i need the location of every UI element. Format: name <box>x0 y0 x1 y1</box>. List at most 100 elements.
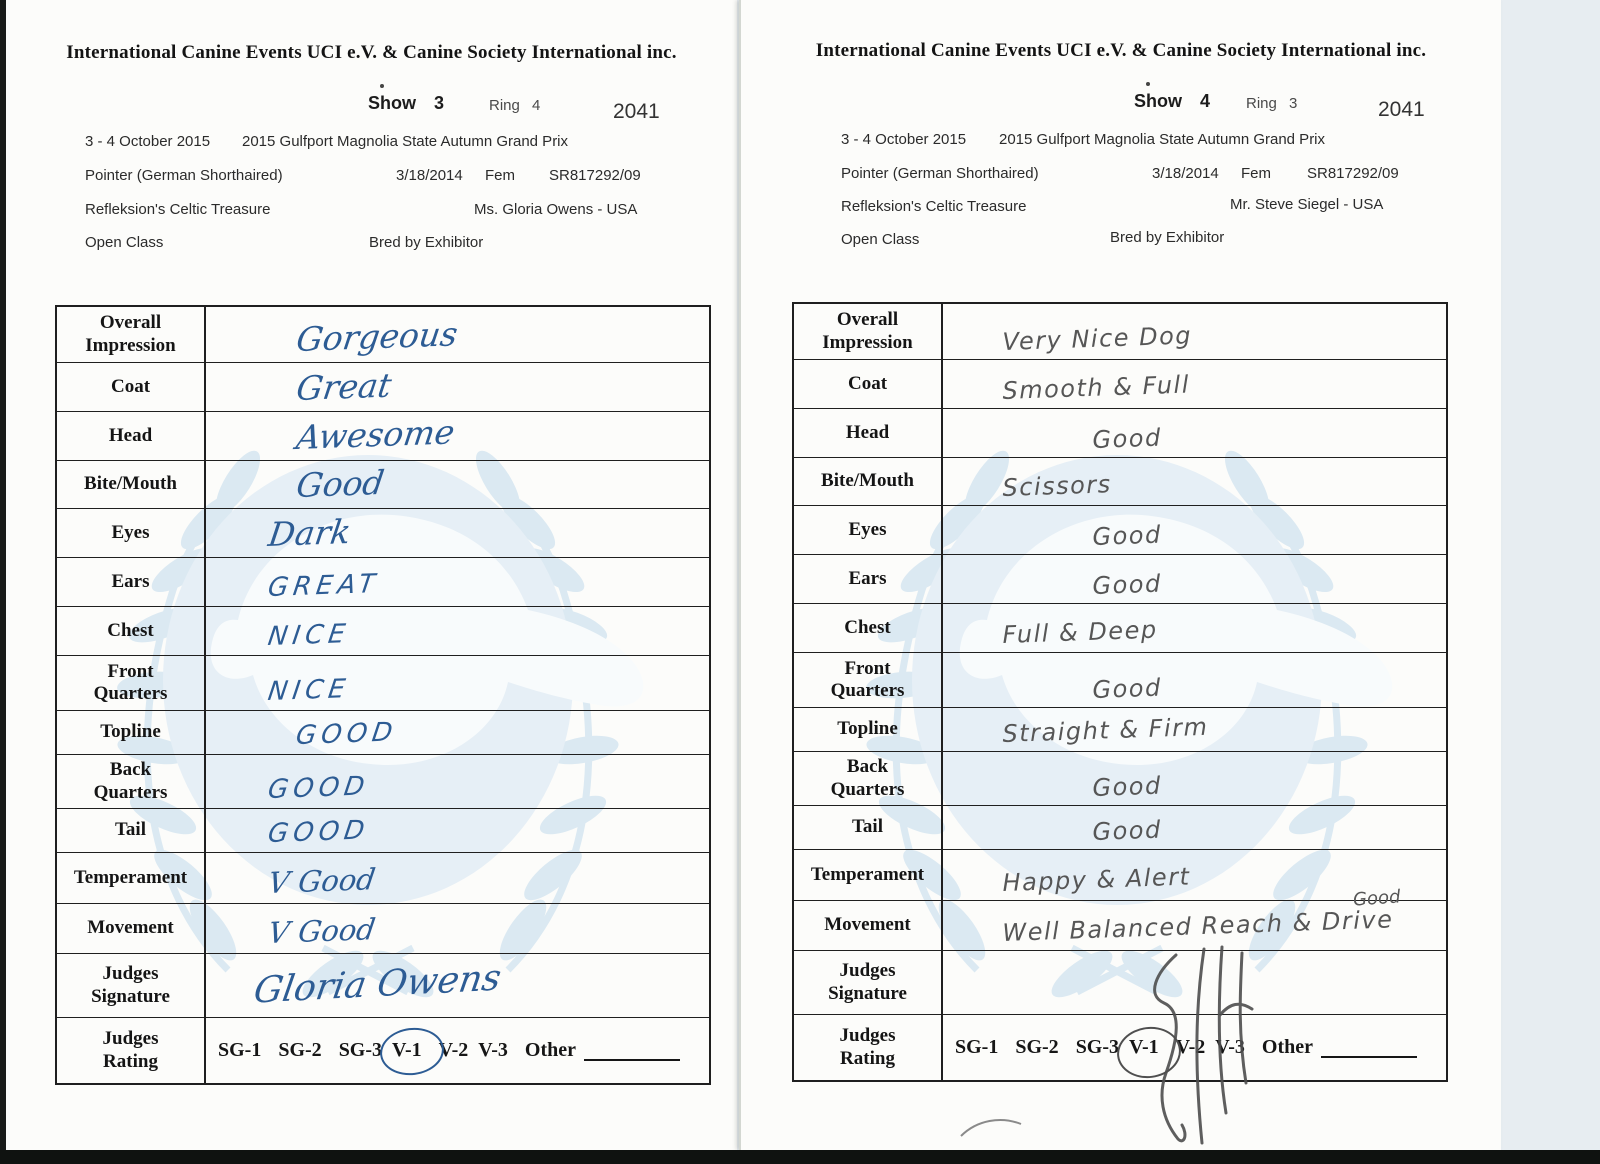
row-value-note-handwritten: Good <box>1351 886 1401 911</box>
event-name: 2015 Gulfport Magnolia State Autumn Gran… <box>242 133 569 150</box>
row-label: Bite/Mouth <box>794 457 943 505</box>
laurel-wreath-dog-watermark <box>866 450 1393 998</box>
rating-option: SG-2 <box>278 1039 322 1061</box>
row-value-handwritten: Very Nice Dog <box>1002 321 1193 356</box>
event-name: 2015 Gulfport Magnolia State Autumn Gran… <box>999 131 1326 148</box>
breed: Pointer (German Shorthaired) <box>841 165 1039 182</box>
criteria-table: Overall Impression Very Nice Dog Coat Sm… <box>792 302 1448 1145</box>
row-value-handwritten: Good <box>1092 771 1163 802</box>
row-label: Tail <box>57 808 206 852</box>
scanner-bed-strip <box>0 1150 1600 1164</box>
stray-dot-mark <box>1146 82 1150 86</box>
row-label: Head <box>794 408 943 457</box>
row-label: Temperament <box>57 852 206 903</box>
row-label: Ears <box>794 554 943 603</box>
row-value-handwritten: Full & Deep <box>1002 615 1159 649</box>
row-value-handwritten: Gorgeous <box>294 314 461 359</box>
entry-number: 2041 <box>613 100 660 123</box>
show-number: 4 <box>1200 91 1211 111</box>
row-label: Eyes <box>794 505 943 554</box>
rating-option-circled: V-1 <box>1129 1036 1159 1058</box>
show-number: 3 <box>434 93 445 113</box>
page-title: International Canine Events UCI e.V. & C… <box>66 42 677 63</box>
row-value-handwritten: Good <box>1092 673 1163 704</box>
row-value-handwritten: V Good <box>266 862 378 900</box>
row-label: Judges Signature <box>794 950 943 1014</box>
judge-name: Ms. Gloria Owens - USA <box>474 201 638 218</box>
other-label: Other <box>1261 1036 1313 1058</box>
row-label: Front Quarters <box>57 655 206 710</box>
laurel-wreath-dog-watermark <box>117 450 644 998</box>
event-date: 3 - 4 October 2015 <box>85 133 211 150</box>
row-value-handwritten: Straight & Firm <box>1002 712 1209 748</box>
judges-rating-options: SG-1 SG-2 SG-3 V-1 V-2 V-3 Other <box>218 1039 680 1062</box>
rating-option: SG-1 <box>218 1039 262 1061</box>
birth-date: 3/18/2014 <box>396 167 463 184</box>
rating-option: SG-3 <box>1075 1036 1120 1058</box>
row-label: Tail <box>794 805 943 849</box>
rating-option: SG-2 <box>1015 1036 1059 1058</box>
row-label: Overall Impression <box>57 307 206 362</box>
birth-date: 3/18/2014 <box>1152 165 1219 182</box>
row-value-handwritten: GOOD <box>266 771 372 805</box>
row-value-handwritten: Good <box>1092 520 1163 551</box>
row-label: Judges Signature <box>57 953 206 1017</box>
row-value-handwritten: Happy & Alert <box>1002 862 1191 897</box>
judges-signature: Gloria Owens <box>250 956 504 1012</box>
row-value-handwritten: Good <box>1092 569 1163 600</box>
row-label: Ears <box>57 557 206 606</box>
row-value-handwritten: Great <box>294 365 395 408</box>
row-label: Temperament <box>794 849 943 900</box>
rating-option-circled: V-1 <box>392 1039 422 1061</box>
row-value-handwritten: NICE <box>266 618 352 652</box>
bred-by: Bred by Exhibitor <box>1110 229 1225 246</box>
row-label: Judges Rating <box>57 1017 206 1083</box>
other-blank <box>584 1041 680 1061</box>
row-label: Coat <box>794 359 943 408</box>
row-value-handwritten: GOOD <box>294 717 400 751</box>
row-value-handwritten: Awesome <box>294 412 458 457</box>
sex: Fem <box>485 167 515 184</box>
breed: Pointer (German Shorthaired) <box>85 167 283 184</box>
row-value-handwritten: V Good <box>266 912 378 950</box>
rating-option: SG-3 <box>338 1039 383 1061</box>
row-value-handwritten: Good <box>1092 815 1163 846</box>
class-name: Open Class <box>841 231 920 248</box>
row-label: Back Quarters <box>794 751 943 805</box>
rating-option: V-3 <box>478 1039 508 1061</box>
row-label: Overall Impression <box>794 304 943 359</box>
ring-label: Ring <box>489 97 520 114</box>
other-blank <box>1321 1038 1417 1058</box>
row-value-handwritten: GOOD <box>266 815 372 849</box>
row-value-handwritten: Well Balanced Reach & Drive <box>1002 905 1394 947</box>
row-value-handwritten: Dark <box>266 511 354 554</box>
row-label: Movement <box>57 903 206 953</box>
row-label: Chest <box>57 606 206 655</box>
row-label: Eyes <box>57 508 206 557</box>
criteria-table: Overall Impression Gorgeous Coat Great H… <box>55 305 711 1085</box>
dog-name: Refleksion's Celtic Treasure <box>841 198 1027 215</box>
registration-number: SR817292/09 <box>549 167 641 184</box>
row-label: Back Quarters <box>57 754 206 808</box>
row-value-handwritten: GREAT <box>266 568 382 603</box>
event-date: 3 - 4 October 2015 <box>841 131 967 148</box>
sex: Fem <box>1241 165 1271 182</box>
page-title: International Canine Events UCI e.V. & C… <box>815 40 1427 61</box>
rating-option: V-3 <box>1215 1036 1245 1058</box>
rating-option: V-2 <box>438 1039 469 1061</box>
row-value-handwritten: NICE <box>266 673 352 707</box>
row-value-handwritten: Scissors <box>1002 470 1113 502</box>
row-label: Chest <box>794 603 943 652</box>
judging-sheet-left: International Canine Events UCI e.V. & C… <box>6 0 737 1150</box>
row-label: Movement <box>794 900 943 950</box>
row-label: Judges Rating <box>794 1014 943 1080</box>
row-label: Topline <box>794 707 943 751</box>
rating-option: SG-1 <box>955 1036 999 1058</box>
row-value-handwritten: Good <box>1092 423 1163 454</box>
scanner-edge-strip <box>0 0 6 1164</box>
show-label: Show <box>368 93 416 113</box>
entry-number: 2041 <box>1378 98 1425 121</box>
row-label: Coat <box>57 362 206 411</box>
judging-sheet-right: International Canine Events UCI e.V. & C… <box>739 0 1501 1150</box>
stray-dot-mark <box>380 84 384 88</box>
